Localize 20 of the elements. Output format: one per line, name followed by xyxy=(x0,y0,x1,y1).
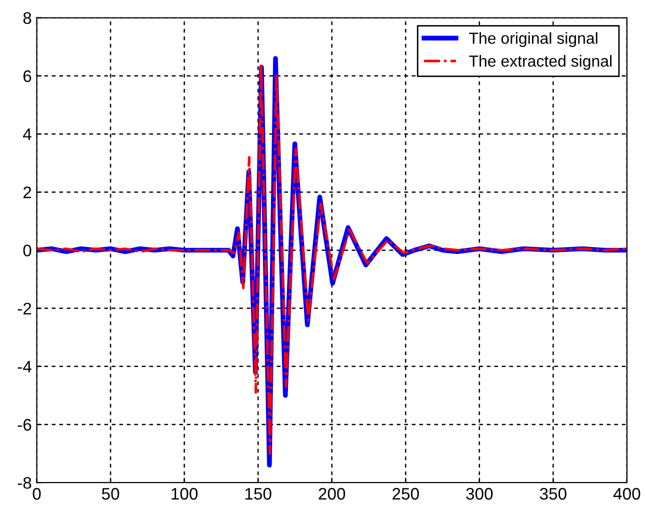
x-tick-label: 350 xyxy=(540,488,566,500)
y-tick-label: 4 xyxy=(23,128,32,140)
x-tick-label: 150 xyxy=(245,488,272,500)
y-tick-label: -6 xyxy=(18,418,32,431)
x-tick-label: 300 xyxy=(466,488,493,500)
legend-label: The extracted signal xyxy=(469,55,612,70)
y-tick-label: 0 xyxy=(23,244,32,256)
x-tick-label: 200 xyxy=(318,488,346,500)
y-tick-label: -8 xyxy=(18,477,32,489)
x-tick-label: 0 xyxy=(32,488,41,500)
x-tick-label: 100 xyxy=(172,488,198,500)
x-tick-label: 50 xyxy=(102,488,120,500)
y-tick-label: 8 xyxy=(23,12,32,24)
y-tick-label: 6 xyxy=(23,70,32,82)
x-tick-label: 250 xyxy=(392,488,419,500)
x-tick-label: 400 xyxy=(613,488,640,500)
y-tick-label: -2 xyxy=(18,302,32,314)
legend-label: The original signal xyxy=(469,32,598,48)
y-tick-label: -4 xyxy=(18,360,32,372)
y-tick-label: 2 xyxy=(23,186,32,198)
